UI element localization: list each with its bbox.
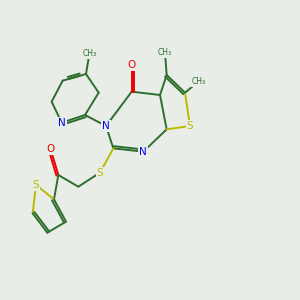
Text: O: O <box>128 60 136 70</box>
Text: S: S <box>97 168 103 178</box>
Text: N: N <box>58 118 65 128</box>
Text: S: S <box>187 121 193 131</box>
Text: CH₃: CH₃ <box>191 77 206 86</box>
Text: S: S <box>33 180 39 190</box>
Text: O: O <box>46 144 55 154</box>
Text: N: N <box>140 147 147 157</box>
Text: CH₃: CH₃ <box>158 48 172 57</box>
Text: N: N <box>102 121 110 131</box>
Text: CH₃: CH₃ <box>82 50 96 58</box>
